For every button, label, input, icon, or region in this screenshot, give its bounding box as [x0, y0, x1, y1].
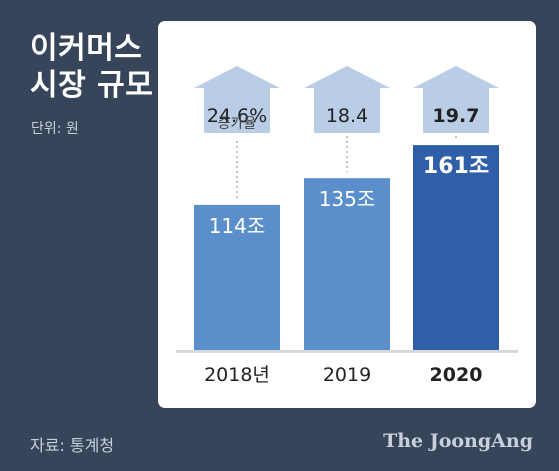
- growth-arrow-2: [413, 66, 499, 133]
- category-label-2: 2020: [430, 364, 483, 386]
- bar-value-label-2: 161조: [423, 154, 489, 179]
- bar-value-label-1: 135조: [319, 187, 376, 211]
- growth-arrow-0: [194, 66, 280, 133]
- growth-label-1: 18.4: [326, 105, 368, 127]
- growth-caption: 증가율: [218, 116, 257, 132]
- chart-panel: 114조 2018년 24.6% 135조 2019 18.4 161조 2020 19.7 증가…: [158, 21, 536, 408]
- bar-1: [304, 178, 390, 350]
- brand-logo: The JoongAng: [383, 430, 533, 452]
- unit-label: 단위: 원: [31, 121, 79, 137]
- baseline: [176, 350, 518, 353]
- growth-label-2: 19.7: [433, 105, 480, 127]
- chart-title: 이커머스 시장 규모: [30, 30, 153, 104]
- bar-chart: 114조 2018년 24.6% 135조 2019 18.4 161조 2020 19.7 증가…: [176, 66, 518, 386]
- source-label: 자료: 통계청: [30, 436, 115, 455]
- category-label-0: 2018년: [204, 364, 270, 386]
- category-label-1: 2019: [323, 364, 371, 386]
- title-line-2: 시장 규모: [30, 68, 154, 103]
- growth-arrow-1: [304, 66, 390, 133]
- growth-label-0: 24.6%: [207, 105, 267, 127]
- bar-2: [413, 145, 499, 350]
- bar-value-label-0: 114조: [209, 214, 266, 238]
- title-line-1: 이커머스: [30, 31, 143, 66]
- bar-0: [194, 204, 280, 350]
